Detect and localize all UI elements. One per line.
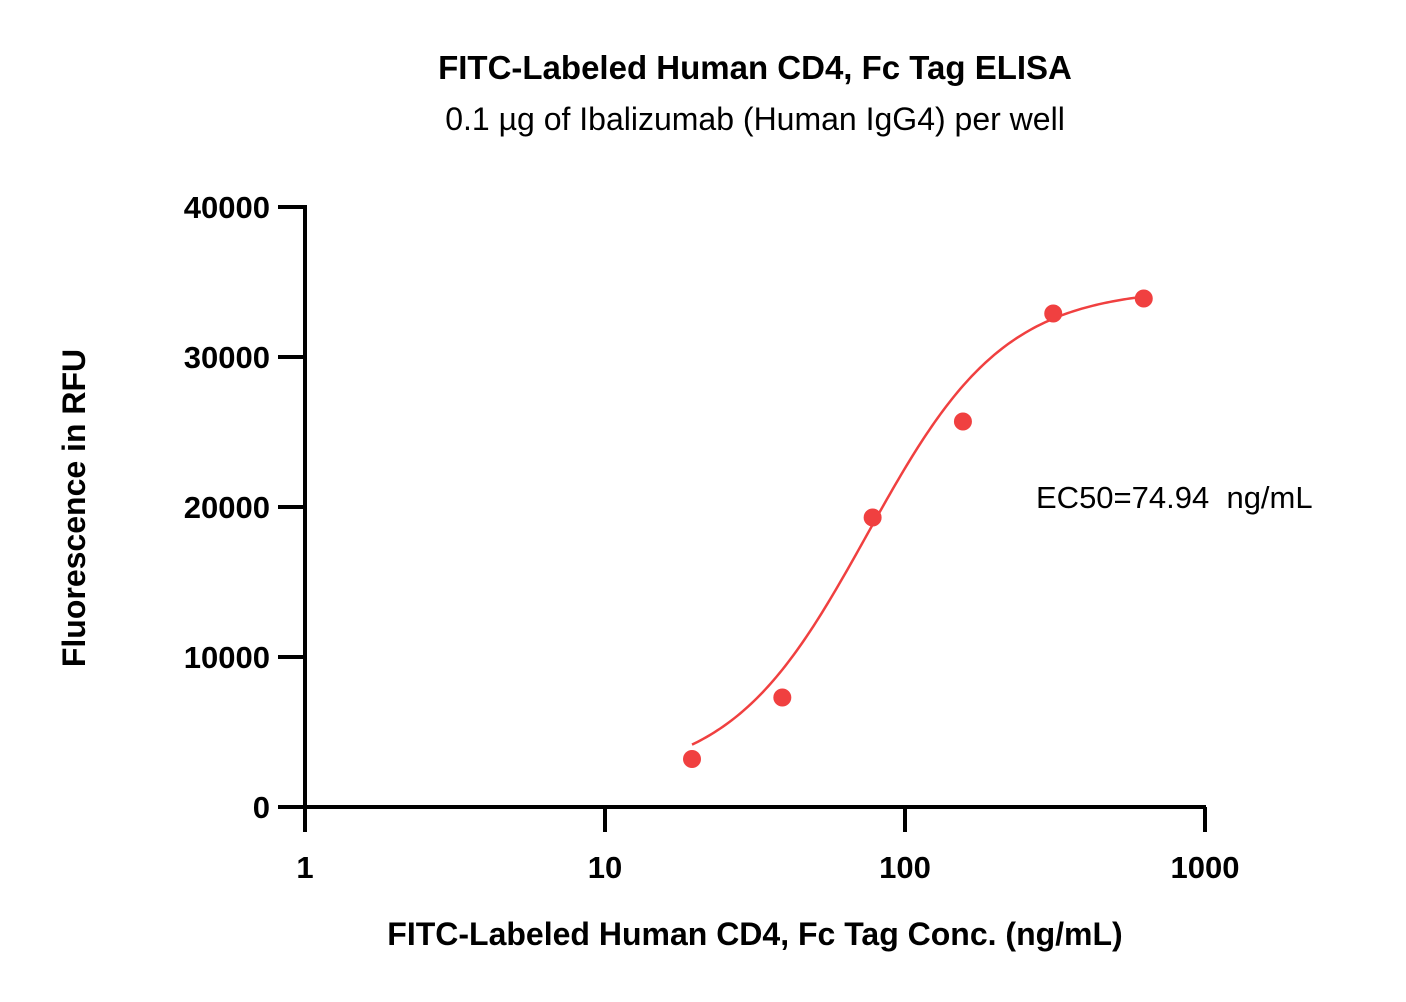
y-tick-label: 30000 [184,340,270,375]
data-point [773,688,792,707]
data-point [683,750,702,768]
data-point [953,412,972,431]
y-ticks: 0 10000 20000 30000 40000 [184,190,305,825]
x-tick-label: 100 [879,850,931,885]
y-tick-label: 40000 [184,190,270,225]
y-tick-label: 0 [253,790,270,825]
x-tick-label: 10 [588,850,622,885]
y-tick-label: 10000 [184,640,270,675]
data-points [683,289,1153,768]
x-axis: 1 10 100 1000 [278,805,1239,885]
y-tick-label: 20000 [184,490,270,525]
data-point [863,508,882,527]
data-point [1134,289,1153,308]
fit-curve [691,295,1144,746]
ec50-annotation: EC50=74.94 ng/mL [1036,480,1313,515]
x-ticks: 1 10 100 1000 [296,807,1239,885]
x-tick-label: 1000 [1171,850,1240,885]
x-axis-label: FITC-Labeled Human CD4, Fc Tag Conc. (ng… [387,916,1122,952]
y-axis-label: Fluorescence in RFU [56,349,92,667]
x-tick-label: 1 [296,850,313,885]
y-axis: 0 10000 20000 30000 40000 [184,190,307,825]
data-point [1044,304,1063,323]
chart-subtitle: 0.1 µg of Ibalizumab (Human IgG4) per we… [445,101,1065,137]
chart-title: FITC-Labeled Human CD4, Fc Tag ELISA [438,49,1072,86]
